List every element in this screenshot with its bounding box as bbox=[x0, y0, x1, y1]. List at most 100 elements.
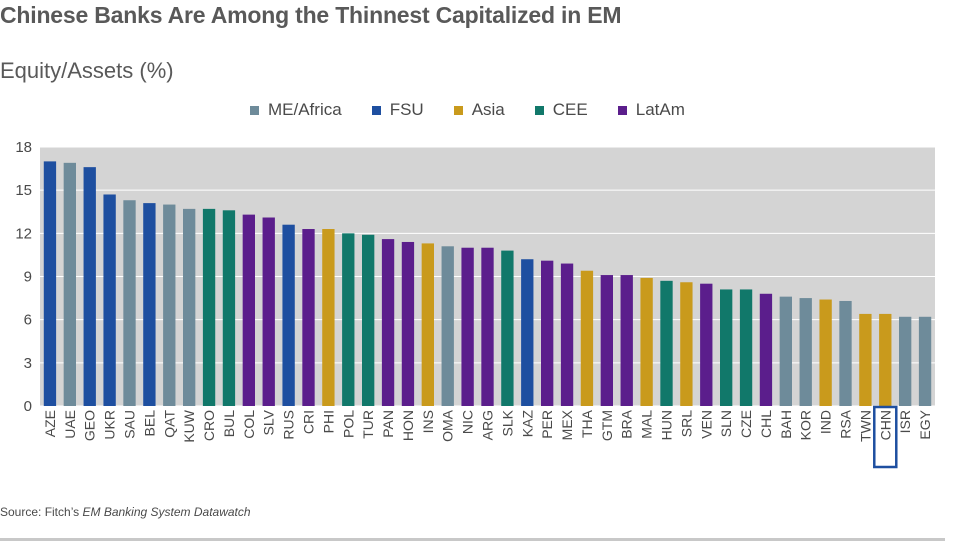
x-tick-label-slv: SLV bbox=[261, 409, 277, 435]
x-tick-label-bra: BRA bbox=[619, 409, 635, 438]
x-tick-label-mex: MEX bbox=[559, 409, 575, 440]
legend-label-fsu: FSU bbox=[389, 100, 424, 119]
legend-swatch-me-africa bbox=[250, 105, 259, 115]
bar-bah bbox=[779, 296, 792, 406]
bar-arg bbox=[481, 247, 494, 406]
x-tick-label-chl: CHL bbox=[758, 410, 774, 438]
chart-subtitle: Equity/Assets (%) bbox=[0, 58, 174, 83]
x-tick-label-arg: ARG bbox=[480, 410, 496, 440]
legend-item-fsu: FSU bbox=[371, 100, 424, 120]
bar-ind bbox=[819, 299, 832, 406]
bar-cze bbox=[739, 289, 753, 406]
x-tick-label-oma: OMA bbox=[440, 409, 456, 442]
x-tick-label-chn: CHN bbox=[877, 410, 893, 440]
x-tick-label-tha: THA bbox=[579, 409, 595, 438]
bar-tha bbox=[580, 270, 594, 406]
y-tick-label: 12 bbox=[15, 225, 32, 242]
legend-item-me-africa: ME/Africa bbox=[250, 100, 342, 120]
y-tick-label: 0 bbox=[24, 398, 32, 415]
source-publication: EM Banking System Datawatch bbox=[82, 505, 251, 519]
bar-egy bbox=[918, 316, 932, 406]
bar-ven bbox=[700, 283, 713, 406]
x-tick-label-qat: QAT bbox=[161, 410, 177, 438]
bar-uae bbox=[63, 162, 76, 406]
bar-ins bbox=[421, 243, 434, 406]
legend-item-cee: CEE bbox=[534, 100, 588, 120]
x-tick-label-cze: CZE bbox=[738, 410, 754, 438]
footer-rule bbox=[0, 538, 945, 541]
bar-kaz bbox=[521, 259, 534, 406]
x-tick-label-bel: BEL bbox=[141, 410, 157, 437]
x-tick-label-rsa: RSA bbox=[838, 409, 854, 438]
legend: ME/Africa FSU Asia CEE LatAm bbox=[250, 100, 715, 120]
source-prefix: Source: Fitch’s bbox=[0, 505, 83, 519]
bar-gtm bbox=[600, 275, 613, 406]
bar-kuw bbox=[183, 208, 196, 406]
legend-swatch-latam bbox=[617, 105, 627, 115]
y-tick-label: 9 bbox=[24, 269, 32, 286]
bar-chart: 0 3 6 9 12 15 18 AZE UAE GEO UKR SAU BEL QAT KUW CRO BU… bbox=[15, 139, 935, 469]
bar-bel bbox=[143, 203, 156, 406]
x-tick-label-ind: IND bbox=[818, 410, 834, 434]
bar-slk bbox=[501, 250, 514, 406]
legend-label-cee: CEE bbox=[552, 100, 588, 119]
y-tick-label: 3 bbox=[24, 355, 32, 372]
source-note: Source: Fitch’s EM Banking System Datawa… bbox=[0, 505, 251, 519]
bar-qat bbox=[163, 204, 176, 406]
legend-label-latam: LatAm bbox=[635, 100, 685, 119]
bar-pan bbox=[381, 239, 395, 406]
bar-chl bbox=[759, 293, 773, 406]
bar-chn bbox=[879, 313, 892, 406]
highlight-box-chn bbox=[873, 405, 898, 469]
bars bbox=[43, 161, 932, 406]
x-tick-label-egy: EGY bbox=[917, 409, 933, 439]
x-tick-label-phi: PHI bbox=[320, 410, 336, 433]
bar-geo bbox=[83, 167, 96, 406]
x-tick-label-nic: NIC bbox=[460, 410, 476, 434]
x-tick-label-per: PER bbox=[539, 410, 555, 439]
legend-label-asia: Asia bbox=[471, 100, 505, 119]
x-tick-label-twn: TWN bbox=[857, 410, 873, 442]
x-tick-label-gtm: GTM bbox=[599, 410, 615, 441]
chart-title: Chinese Banks Are Among the Thinnest Cap… bbox=[0, 2, 622, 28]
x-tick-label-cri: CRI bbox=[301, 410, 317, 434]
legend-swatch-asia bbox=[453, 105, 463, 115]
x-axis: AZE UAE GEO UKR SAU BEL QAT KUW CRO BUL COL SLV RUS C… bbox=[42, 405, 933, 469]
x-tick-label-isr: ISR bbox=[897, 410, 913, 433]
legend-item-asia: Asia bbox=[453, 100, 505, 120]
x-tick-label-pan: PAN bbox=[380, 410, 396, 438]
x-tick-label-col: COL bbox=[241, 410, 257, 439]
bar-hun bbox=[660, 280, 673, 406]
bar-rsa bbox=[839, 300, 852, 406]
bar-sln bbox=[720, 289, 733, 406]
bar-nic bbox=[461, 247, 474, 406]
y-tick-label: 18 bbox=[15, 139, 32, 156]
x-tick-label-srl: SRL bbox=[678, 410, 694, 437]
x-tick-label-cro: CRO bbox=[201, 410, 217, 441]
bar-cro bbox=[202, 208, 216, 406]
bar-aze bbox=[43, 161, 57, 406]
bar-col bbox=[242, 214, 255, 406]
x-tick-label-aze: AZE bbox=[42, 410, 58, 437]
bar-srl bbox=[680, 282, 693, 406]
bar-bra bbox=[620, 275, 633, 406]
bar-pol bbox=[342, 233, 355, 406]
legend-item-latam: LatAm bbox=[617, 100, 685, 120]
x-tick-label-ven: VEN bbox=[698, 410, 714, 439]
x-tick-label-ins: INS bbox=[420, 410, 436, 433]
x-tick-label-tur: TUR bbox=[360, 410, 376, 439]
bar-ukr bbox=[103, 194, 116, 406]
y-axis: 0 3 6 9 12 15 18 bbox=[15, 139, 32, 415]
bar-twn bbox=[859, 313, 872, 406]
x-tick-label-hun: HUN bbox=[659, 410, 675, 440]
x-tick-label-bah: BAH bbox=[778, 410, 794, 439]
bar-tur bbox=[362, 234, 375, 406]
x-tick-label-sau: SAU bbox=[122, 410, 138, 439]
x-tick-label-mal: MAL bbox=[639, 410, 655, 439]
bar-per bbox=[541, 260, 554, 406]
x-tick-label-bul: BUL bbox=[221, 410, 237, 437]
x-tick-label-geo: GEO bbox=[82, 410, 98, 441]
legend-swatch-fsu bbox=[371, 105, 381, 115]
x-tick-label-pol: POL bbox=[340, 410, 356, 438]
bar-sau bbox=[123, 200, 136, 406]
